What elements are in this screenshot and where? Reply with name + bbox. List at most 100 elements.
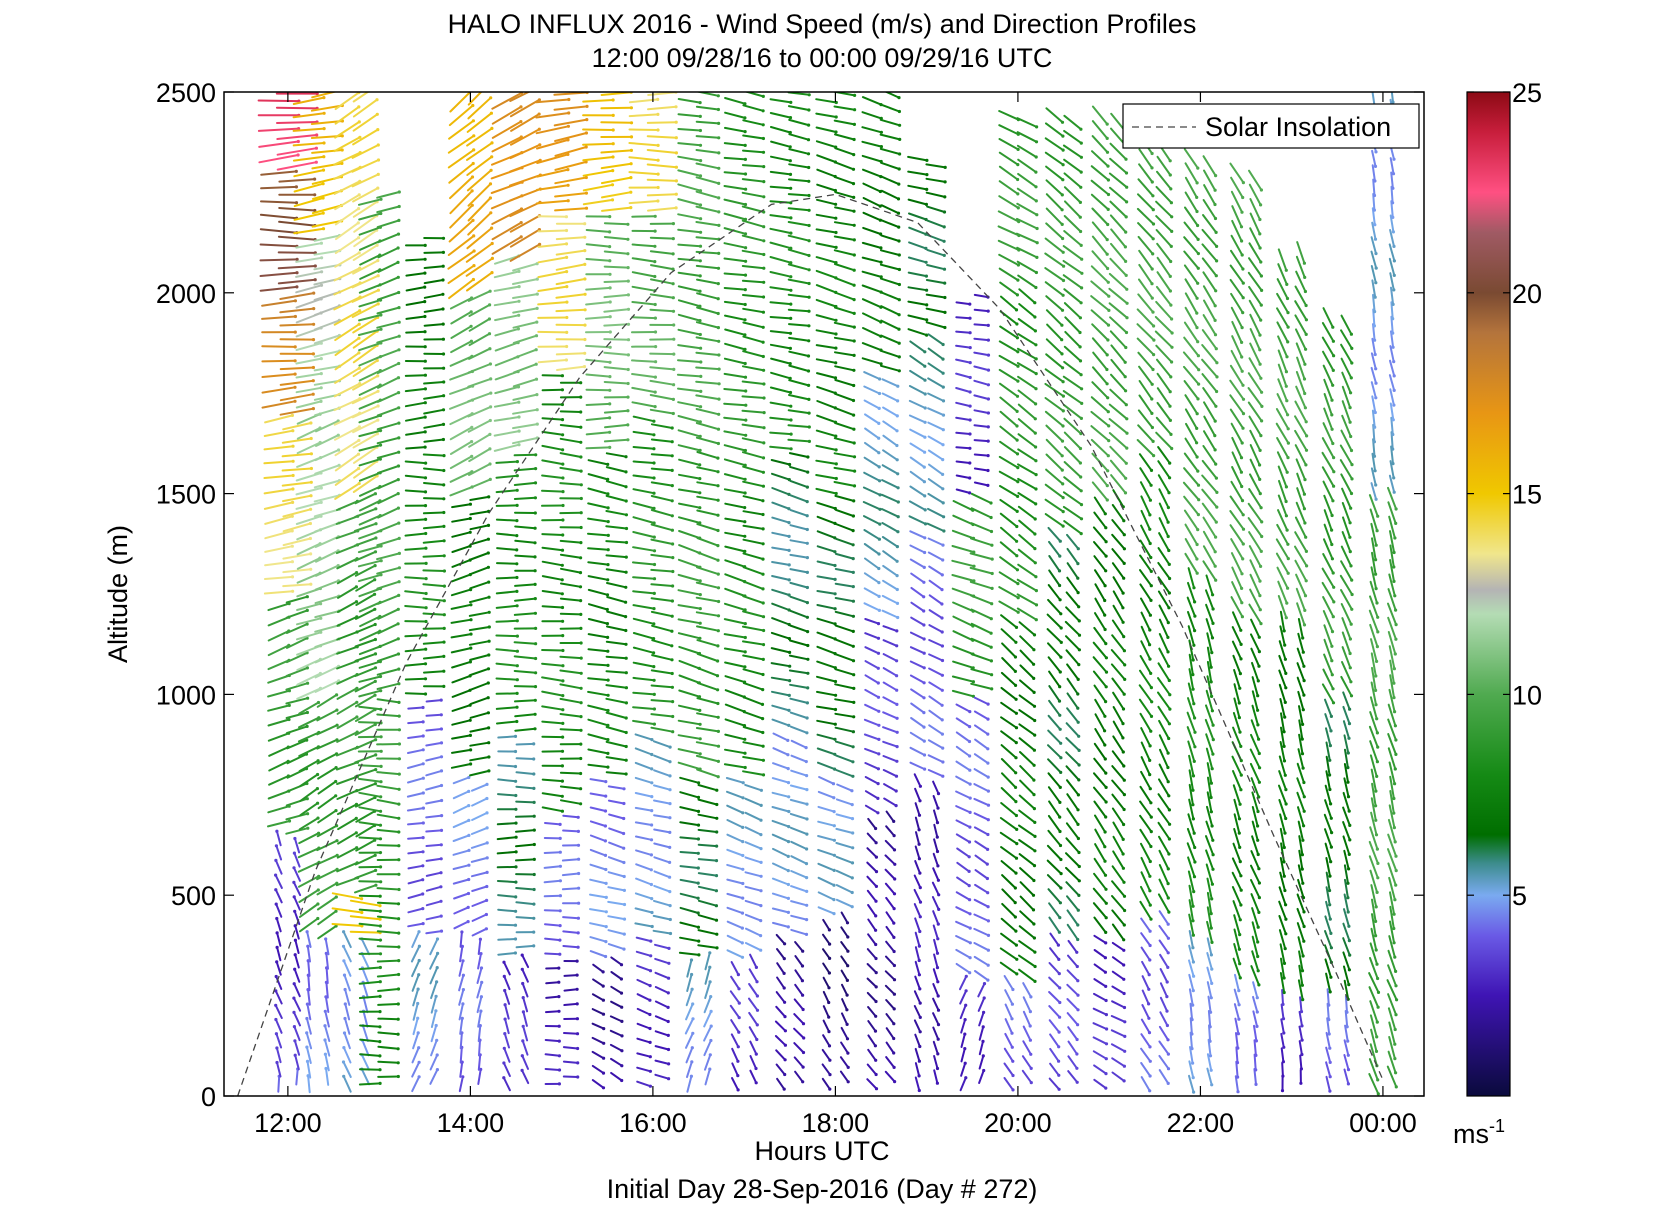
wind-barb-head	[968, 825, 972, 829]
wind-barb	[834, 191, 855, 199]
wind-barb-head	[334, 766, 338, 770]
wind-barb	[724, 587, 746, 597]
wind-barb-head	[293, 345, 297, 349]
wind-barb-head	[714, 904, 719, 908]
wind-barb	[293, 968, 301, 983]
wind-barb-head	[716, 688, 720, 692]
wind-barb	[333, 309, 361, 326]
wind-barb	[742, 668, 764, 676]
wind-barb-head	[608, 245, 612, 249]
wind-barb-head	[717, 367, 721, 371]
wind-barb-head	[421, 720, 425, 724]
wind-barb	[314, 679, 340, 693]
wind-barb	[884, 854, 896, 866]
wind-barb	[268, 775, 290, 786]
wind-barb-head	[1034, 285, 1038, 290]
wind-barb	[788, 669, 809, 675]
wind-barb-head	[851, 585, 855, 589]
wind-barb	[591, 1022, 605, 1030]
wind-barb-head	[896, 472, 900, 476]
wind-barb-head	[690, 1060, 694, 1064]
wind-barb	[404, 590, 428, 595]
wind-barb-head	[1034, 589, 1038, 593]
wind-barb-head	[520, 967, 524, 971]
wind-barb	[313, 234, 341, 242]
wind-barb-head	[698, 708, 702, 713]
wind-barb	[605, 554, 628, 559]
wind-barb-head	[488, 418, 492, 423]
wind-barb	[609, 1015, 623, 1023]
wind-barb	[723, 227, 747, 235]
wind-barb	[276, 1061, 282, 1078]
wind-barb	[907, 155, 928, 162]
wind-barb-head	[1015, 524, 1019, 529]
wind-barb-head	[917, 813, 922, 817]
wind-barb	[973, 409, 990, 414]
wind-barb-head	[783, 1029, 788, 1033]
wind-barb-head	[807, 383, 811, 387]
wind-barb	[769, 112, 792, 119]
wind-barb-head	[517, 299, 521, 303]
wind-barb	[451, 704, 472, 712]
wind-barb-head	[576, 1061, 580, 1065]
wind-barb	[452, 819, 470, 829]
wind-barb	[789, 812, 808, 820]
wind-barb	[1000, 614, 1018, 629]
wind-barb-head	[532, 828, 536, 832]
wind-barb-head	[565, 330, 569, 334]
wind-barb	[555, 263, 586, 271]
wind-barb-head	[1032, 807, 1036, 811]
wind-barb-head	[716, 456, 720, 460]
wind-barb-head	[486, 523, 491, 528]
wind-barb	[696, 278, 720, 285]
wind-barb-head	[879, 246, 883, 250]
wind-barb-head	[986, 411, 991, 415]
wind-barb	[353, 522, 377, 532]
wind-barb-head	[360, 897, 364, 901]
wind-barb	[723, 272, 747, 277]
wind-barb-head	[564, 215, 569, 219]
wind-barb-head	[877, 537, 882, 541]
wind-barb-head	[828, 956, 832, 961]
wind-barb-head	[941, 371, 945, 375]
wind-barb-head	[585, 118, 589, 122]
wind-barb	[354, 768, 377, 778]
wind-barb	[607, 856, 625, 864]
wind-barb-head	[698, 420, 702, 424]
wind-barb-head	[743, 635, 747, 640]
wind-barb	[730, 1033, 740, 1048]
wind-barb	[789, 553, 809, 559]
wind-barb	[743, 696, 764, 706]
wind-barb	[468, 626, 491, 632]
wind-barb	[587, 532, 610, 537]
wind-barb	[333, 382, 361, 398]
wind-barb	[636, 1080, 652, 1088]
wind-barb	[955, 935, 972, 944]
wind-barb-head	[579, 728, 583, 732]
wind-barb	[864, 441, 880, 454]
wind-barb-head	[441, 278, 445, 282]
wind-barb-head	[565, 315, 569, 320]
wind-barb	[867, 1034, 877, 1047]
wind-barb	[789, 784, 808, 791]
wind-barb-head	[424, 546, 428, 550]
wind-barb-head	[357, 481, 361, 486]
wind-barb	[787, 438, 811, 443]
wind-barb-head	[620, 1019, 624, 1024]
wind-barb	[1065, 822, 1080, 840]
wind-barb	[677, 98, 702, 104]
wind-barb-head	[650, 910, 654, 915]
wind-barb	[745, 927, 762, 937]
wind-barb-head	[895, 587, 899, 592]
wind-barb	[1047, 744, 1062, 759]
wind-barb-head	[604, 867, 608, 872]
wind-barb	[405, 258, 427, 262]
wind-barb	[880, 249, 901, 256]
wind-barb	[559, 612, 582, 616]
wind-barb	[497, 764, 517, 768]
wind-barb	[864, 557, 880, 570]
wind-barb-head	[341, 944, 346, 948]
wind-barb	[582, 156, 614, 162]
wind-barb	[635, 849, 653, 856]
wind-barb-head	[940, 644, 945, 648]
